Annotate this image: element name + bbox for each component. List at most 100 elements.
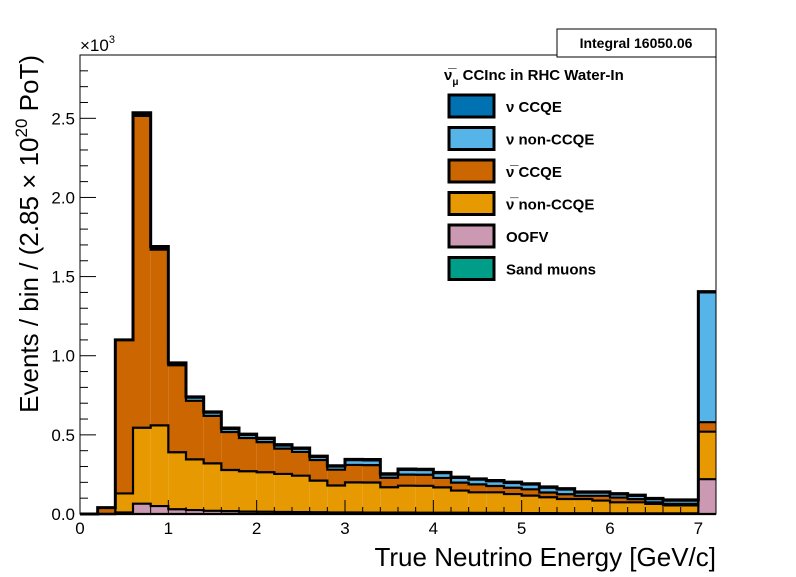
y-tick-label: 0.5 — [51, 426, 75, 445]
bar-3-7 — [203, 415, 222, 464]
series-4 — [133, 114, 716, 504]
legend-entry: OOFV — [447, 223, 549, 249]
bar-3-9 — [239, 438, 257, 472]
series-outline-5 — [80, 111, 716, 516]
bar-4-30 — [610, 494, 628, 498]
bar-2-9 — [239, 471, 257, 512]
bar-4-15 — [345, 460, 363, 465]
bar-3-30 — [610, 497, 628, 503]
legend-swatch — [447, 191, 496, 216]
bar-3-19 — [415, 474, 434, 486]
bar-2-11 — [274, 473, 292, 512]
legend-entry: ν̅ CCQE — [447, 158, 562, 184]
legend-label: Sand muons — [506, 262, 596, 279]
series-2 — [115, 425, 716, 514]
bar-1-4 — [150, 506, 169, 514]
integral-text: Integral 16050.06 — [580, 35, 693, 51]
bar-4-22 — [468, 479, 487, 485]
bar-2-24 — [504, 494, 522, 514]
legend-swatch — [447, 93, 496, 119]
bar-2-30 — [610, 502, 628, 514]
bar-2-31 — [627, 502, 646, 514]
legend-entry: ν non-CCQE — [447, 126, 594, 151]
bar-3-15 — [345, 464, 363, 483]
bar-3-10 — [256, 442, 275, 473]
legend-label: ν̅ CCQE — [506, 164, 562, 181]
bar-3-4 — [150, 249, 169, 426]
x-tick-label: 3 — [340, 519, 349, 538]
bar-4-10 — [256, 438, 275, 443]
integral-stats-box: Integral 16050.06 — [556, 28, 717, 58]
x-tick-label: 2 — [252, 519, 261, 538]
x-tick-label: 6 — [605, 519, 614, 538]
series-3 — [97, 115, 716, 514]
bar-3-22 — [468, 484, 487, 493]
bar-3-12 — [292, 451, 310, 476]
bar-2-6 — [186, 459, 204, 511]
bar-1-10 — [256, 511, 275, 514]
y-tick-label: 1.5 — [51, 268, 75, 287]
series-outline-2 — [80, 424, 716, 516]
bar-4-17 — [380, 474, 398, 478]
bar-2-27 — [557, 498, 575, 514]
bar-4-14 — [327, 466, 345, 470]
y-scale-factor: ×103 — [80, 34, 115, 55]
bar-2-8 — [221, 469, 239, 512]
legend: ν̅μ CCInc in RHC Water-In ν CCQE ν non-CC… — [444, 67, 624, 281]
bar-3-13 — [309, 460, 328, 481]
legend-swatch — [447, 126, 496, 151]
bar-4-33 — [663, 500, 681, 504]
bar-3-2 — [115, 339, 133, 494]
bar-3-26 — [539, 492, 557, 498]
bar-3-35 — [698, 422, 716, 432]
bar-2-19 — [415, 485, 434, 513]
bar-3-21 — [451, 482, 469, 491]
y-tick-label: 2.5 — [51, 109, 75, 128]
bar-4-11 — [274, 445, 292, 449]
bar-4-28 — [574, 492, 593, 496]
bars-layer — [97, 112, 716, 514]
bar-4-18 — [398, 469, 416, 475]
bar-3-16 — [362, 465, 381, 483]
bar-1-9 — [239, 511, 257, 514]
bar-4-32 — [645, 499, 663, 503]
legend-label: ν non-CCQE — [506, 132, 594, 149]
bar-4-35 — [698, 292, 716, 423]
bar-3-6 — [186, 400, 204, 460]
legend-swatch — [447, 256, 496, 281]
bar-3-18 — [398, 474, 416, 486]
bar-1-5 — [168, 509, 186, 514]
bar-3-14 — [327, 469, 345, 486]
bar-2-23 — [486, 492, 504, 513]
bar-4-31 — [627, 495, 646, 500]
legend-label: ν̅ non-CCQE — [506, 197, 594, 214]
bar-4-7 — [203, 412, 222, 416]
ticks-layer: 0 1 2 3 4 5 6 7 0.0 0.5 1.0 1.5 2.0 2.5 — [51, 54, 717, 538]
bar-4-8 — [221, 428, 239, 433]
bar-3-31 — [627, 499, 646, 503]
bar-2-5 — [168, 452, 186, 510]
bar-2-32 — [645, 503, 663, 514]
y-axis-title: Events / bin / (2.85 × 1020 PoT) — [12, 55, 44, 413]
x-tick-label: 5 — [517, 519, 526, 538]
bar-2-20 — [433, 487, 451, 513]
bar-2-13 — [309, 480, 328, 513]
bar-3-1 — [97, 507, 116, 514]
bar-3-29 — [592, 495, 610, 501]
bar-4-25 — [521, 484, 540, 490]
bar-2-22 — [468, 492, 487, 513]
bar-4-34 — [680, 500, 699, 504]
legend-swatch — [447, 158, 496, 184]
bar-2-16 — [362, 482, 381, 513]
bar-4-23 — [486, 481, 504, 486]
legend-swatch — [447, 223, 496, 249]
bar-2-7 — [203, 463, 222, 511]
bar-1-7 — [203, 510, 222, 514]
bar-3-25 — [521, 489, 540, 496]
bar-1-3 — [133, 503, 151, 514]
y-tick-label: 2.0 — [51, 188, 75, 207]
bar-4-12 — [292, 448, 310, 452]
bar-3-20 — [433, 477, 451, 488]
